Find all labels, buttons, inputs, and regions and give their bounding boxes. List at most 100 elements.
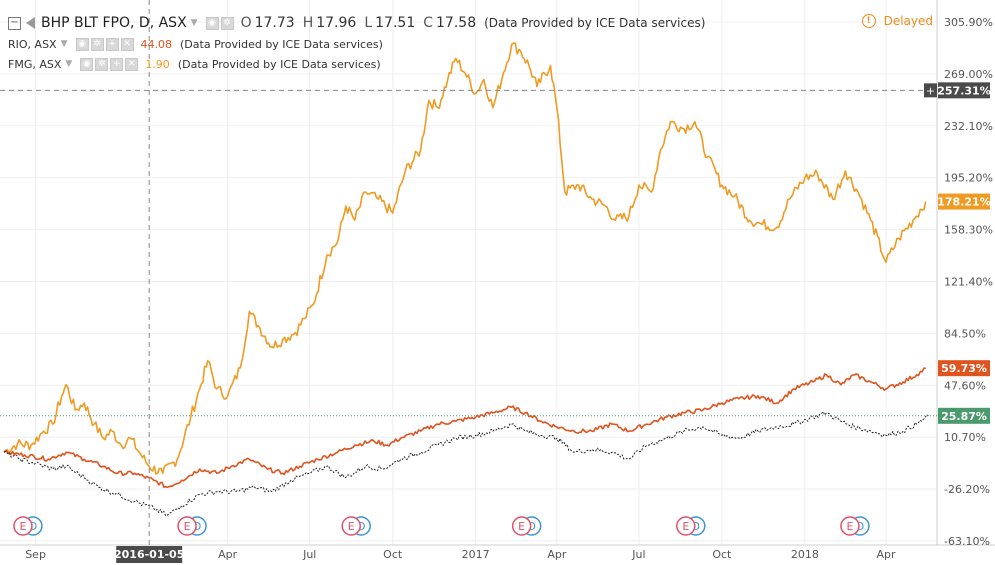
open-label: O [240,15,252,31]
price-axis[interactable]: 305.90% 269.00% 232.10% 195.20% 158.30% 121.4… [944,16,993,548]
dividend-marker-label: D [29,520,37,533]
dividend-marker-label: D [856,520,864,533]
plus-icon[interactable]: + [926,84,935,97]
low-label: L [364,15,373,31]
close-label: C [423,15,434,31]
x-tick-label: Jul [302,548,316,561]
close-value: 17.58 [436,15,477,31]
time-axis[interactable]: Sep Apr Jul Oct 2017 Apr Jul Oct 2018 Apr [25,548,896,561]
eye-icon[interactable]: ◉ [75,37,89,51]
x-tick-label: Jul [631,548,645,561]
rio-symbol[interactable]: RIO, ASX [8,37,57,51]
y-tick-label: -26.20% [944,483,990,496]
crosshair-price-label: 257.31% [937,84,990,97]
y-tick-label: 84.50% [944,327,986,340]
dividend-marker-label: D [193,520,201,533]
crosshair-date-label: 2016-01-05 [114,548,184,561]
gear-icon[interactable]: ✲ [95,57,109,71]
fmg-value: 1.90 [145,57,170,71]
close-icon[interactable]: ✕ [120,37,134,51]
last-value-label: 178.21% [937,196,990,209]
high-value: 17.96 [316,15,357,31]
chevron-down-icon[interactable]: ▼ [65,59,73,69]
earnings-marker-label: E [184,520,191,533]
y-tick-label: 305.90% [944,16,993,29]
earnings-marker-label: E [682,520,689,533]
grid [35,0,887,545]
delayed-status[interactable]: ! Delayed [861,14,933,28]
series-line-bhp [3,411,929,516]
main-symbol[interactable]: BHP BLT FPO, D, ASX [41,15,187,31]
earnings-marker[interactable] [511,516,532,536]
y-tick-label: 232.10% [944,120,993,133]
open-value: 17.73 [254,15,295,31]
plus-icon[interactable]: + [110,57,124,71]
dividend-marker-label: D [692,520,700,533]
legend-fmg-row: FMG, ASX ▼ ◉ ✲ + ✕ 1.90 (Data Provided b… [8,54,705,74]
chevron-down-icon[interactable]: ▼ [60,39,68,49]
collapse-icon[interactable]: − [8,16,21,30]
earnings-markers: DE DE DE DE DE DE [13,516,870,536]
last-value-label-bg [938,407,990,424]
eye-icon[interactable]: ◉ [205,16,219,30]
info-icon: ! [861,14,876,28]
rio-buttons: ◉ ✲ + ✕ [75,37,136,51]
gear-icon[interactable]: ✲ [220,16,234,30]
eye-icon[interactable]: ◉ [80,57,94,71]
fmg-symbol[interactable]: FMG, ASX [8,57,62,71]
main-provider: (Data Provided by ICE Data services) [484,16,706,30]
y-tick-label: 158.30% [944,224,993,237]
delayed-label: Delayed [883,14,933,28]
series-line-fmg [3,42,927,475]
flag-icon[interactable] [26,17,35,29]
x-tick-label: Apr [218,548,238,561]
low-value: 17.51 [375,15,416,31]
x-tick-label: Apr [876,548,896,561]
y-tick-label: -63.10% [944,535,990,548]
close-icon[interactable]: ✕ [125,57,139,71]
earnings-marker[interactable] [840,516,860,536]
high-label: H [302,15,314,31]
legend-rio-row: RIO, ASX ▼ ◉ ✲ + ✕ 44.08 (Data Provided … [8,34,705,54]
last-value-labels: 178.21% 59.73% 25.87% [937,193,991,424]
x-tick-label: Oct [383,548,403,561]
chevron-down-icon[interactable]: ▼ [190,18,198,28]
x-tick-label: Sep [25,548,46,561]
earnings-marker-label: E [19,520,26,533]
main-series-buttons: ◉ ✲ [205,16,236,30]
last-value-label: 59.73% [941,362,987,375]
legend: − BHP BLT FPO, D, ASX ▼ ◉ ✲ O 17.73 H 17… [8,12,705,74]
plus-icon[interactable]: + [105,37,119,51]
x-tick-label: Oct [712,548,732,561]
last-value-label: 25.87% [941,410,987,423]
series-line-rio [3,367,926,489]
x-tick-label: Apr [547,548,567,561]
x-tick-label: 2017 [462,548,490,561]
crosshair-plus-button[interactable] [924,83,937,98]
y-tick-label: 10.70% [944,431,986,444]
legend-main-row: − BHP BLT FPO, D, ASX ▼ ◉ ✲ O 17.73 H 17… [8,12,705,34]
earnings-marker[interactable] [13,516,33,536]
earnings-marker[interactable] [341,516,361,536]
x-tick-label: 2018 [791,548,819,561]
fmg-provider: (Data Provided by ICE Data services) [177,57,381,71]
last-value-label-bg [938,360,990,377]
earnings-marker-label: E [348,520,355,533]
rio-value: 44.08 [140,37,173,51]
gear-icon[interactable]: ✲ [90,37,104,51]
earnings-marker-label: E [846,520,853,533]
dividend-marker-label: D [527,520,535,533]
earnings-marker[interactable] [676,516,696,536]
y-tick-label: 121.40% [944,275,993,288]
crosshair-price-label-bg [938,82,990,99]
fmg-buttons: ◉ ✲ + ✕ [80,57,140,71]
horizontal-gridlines [0,21,937,542]
earnings-marker[interactable] [177,516,197,536]
y-tick-label: 269.00% [944,68,993,81]
series-layer [3,42,929,516]
rio-provider: (Data Provided by ICE Data services) [180,37,383,51]
dividend-marker-label: D [357,520,365,533]
earnings-marker-label: E [518,520,525,533]
